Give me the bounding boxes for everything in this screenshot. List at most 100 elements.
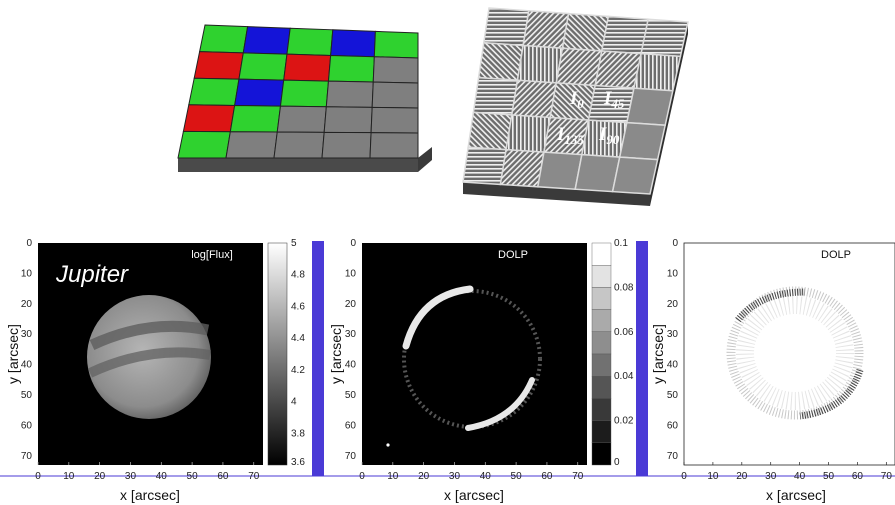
y-tick-label: 70: [345, 451, 357, 462]
jupiter-band: [89, 320, 210, 350]
polarizer-pixel: [618, 121, 667, 161]
mosaic-pixel-green: [188, 77, 240, 106]
jupiter-band: [87, 347, 211, 378]
colorbar-step: [591, 265, 612, 288]
y-tick-label: 0: [26, 238, 32, 249]
polarizer-pixel: [467, 111, 513, 151]
x-tick-label: 0: [681, 471, 687, 482]
x-tick-label: 20: [94, 471, 106, 482]
mosaic-pixel-gray: [371, 81, 419, 109]
x-tick-label: 50: [511, 471, 523, 482]
x-tick-label: 40: [156, 471, 168, 482]
colorbar-tick-label: 4.8: [291, 270, 305, 281]
polarizer-pixel: [522, 10, 570, 50]
polarizer-pixel: [499, 148, 545, 188]
x-tick-label: 40: [480, 471, 492, 482]
mosaic-pixel-red: [283, 53, 332, 82]
colorbar-step: [591, 242, 612, 266]
dolp-vector-field: [726, 286, 864, 420]
x-tick-label: 60: [852, 471, 864, 482]
x-tick-label: 60: [217, 471, 229, 482]
mosaic-pixel-gray: [372, 56, 419, 84]
mosaic-pixel-gray: [370, 106, 419, 134]
dolp-bright-arc: [465, 377, 535, 431]
colorbar-tick-label: 0.08: [614, 282, 634, 293]
dolp-ylabel: y [arcsec]: [328, 324, 344, 384]
mosaic-pixel-gray: [321, 131, 372, 159]
mosaic-pixel-green: [373, 30, 419, 59]
dolp-vector-edge: [735, 288, 806, 323]
y-tick-label: 20: [21, 299, 33, 310]
x-tick-label: 60: [541, 471, 553, 482]
mosaic-pixel-gray: [323, 106, 373, 134]
dolp-star: [386, 443, 390, 447]
x-tick-label: 0: [359, 471, 365, 482]
mosaic-pixel-blue: [242, 26, 291, 55]
colorbar-step: [591, 398, 612, 421]
x-tick-label: 10: [63, 471, 75, 482]
y-tick-label: 30: [345, 329, 357, 340]
vector-title: DOLP: [821, 249, 851, 261]
mosaic-pixel-green: [177, 130, 231, 159]
y-tick-label: 40: [21, 360, 33, 371]
mosaic-pixel-green: [229, 104, 282, 133]
mosaic-front-side: [178, 158, 418, 172]
colorbar-tick-label: 0.04: [614, 371, 634, 382]
y-tick-label: 70: [21, 451, 33, 462]
y-tick-label: 10: [667, 268, 679, 279]
color-filter-mosaic: [177, 24, 432, 172]
y-tick-label: 10: [345, 268, 357, 279]
y-tick-label: 10: [21, 268, 33, 279]
mosaic-pixel-blue: [330, 29, 376, 58]
y-tick-label: 50: [667, 390, 679, 401]
flux-colorbar: [267, 242, 288, 466]
panel-dolp-image: DOLP 0.1 0.08 0.06 0.04 0.02 0 y [arcsec] x […: [328, 238, 634, 503]
polarizer-pixel: [611, 156, 659, 195]
y-tick-label: 50: [21, 390, 33, 401]
x-tick-label: 10: [387, 471, 399, 482]
mosaic-right-side: [418, 147, 432, 172]
colorbar-tick-label: 3.6: [291, 457, 305, 468]
dolp-colorbar: [591, 242, 612, 466]
dolp-xlabel: x [arcsec]: [444, 487, 504, 503]
panel-separator-left: [312, 241, 324, 476]
y-tick-label: 60: [21, 420, 33, 431]
flux-xlabel: x [arcsec]: [120, 487, 180, 503]
colorbar-tick-label: 0.06: [614, 327, 634, 338]
polarizer-pixel: [472, 76, 519, 116]
panel-flux: log[Flux] Jupiter 5 4.8 4.6 4.4 4.2 4 3.8 3.6 y…: [5, 238, 305, 503]
dolp-bright-arc: [402, 285, 474, 350]
y-tick-label: 30: [21, 329, 33, 340]
mosaic-pixel-gray: [273, 131, 325, 159]
mosaic-pixel-red: [193, 51, 244, 80]
polarizer-pixel: [594, 50, 642, 89]
flux-ylabel: y [arcsec]: [5, 324, 21, 384]
label-I90: I90: [598, 124, 620, 147]
colorbar-tick-label: 0: [614, 457, 620, 468]
polarizer-mosaic: I0 I45 I135 I90: [462, 7, 689, 206]
colorbar-step: [591, 420, 612, 444]
flux-title: log[Flux]: [191, 249, 233, 261]
colorbar-tick-label: 5: [291, 238, 297, 249]
colorbar-tick-label: 0.1: [614, 238, 628, 249]
dolp-image: [362, 243, 587, 465]
polarizer-pixel: [516, 44, 564, 84]
polarizer-pixel: [625, 87, 674, 126]
y-tick-label: 50: [345, 390, 357, 401]
y-tick-label: 20: [345, 299, 357, 310]
y-tick-label: 70: [667, 451, 679, 462]
vector-ylabel: y [arcsec]: [650, 324, 666, 384]
jupiter-label: Jupiter: [55, 261, 129, 288]
polarizer-pixel: [561, 12, 610, 52]
y-tick-label: 40: [667, 360, 679, 371]
mosaic-pixel-red: [182, 104, 236, 133]
mosaic-pixel-green: [198, 24, 249, 54]
panel-dolp-vectors: DOLP y [arcsec] x [arcsec] 0 10 20 30 40 50 60…: [650, 238, 895, 503]
colorbar-step: [591, 376, 612, 399]
polarizer-pixel: [640, 18, 689, 58]
x-tick-label: 10: [707, 471, 719, 482]
x-tick-label: 50: [187, 471, 199, 482]
colorbar-step: [591, 287, 612, 310]
x-tick-label: 40: [794, 471, 806, 482]
dolp-vector-field: [736, 296, 854, 410]
